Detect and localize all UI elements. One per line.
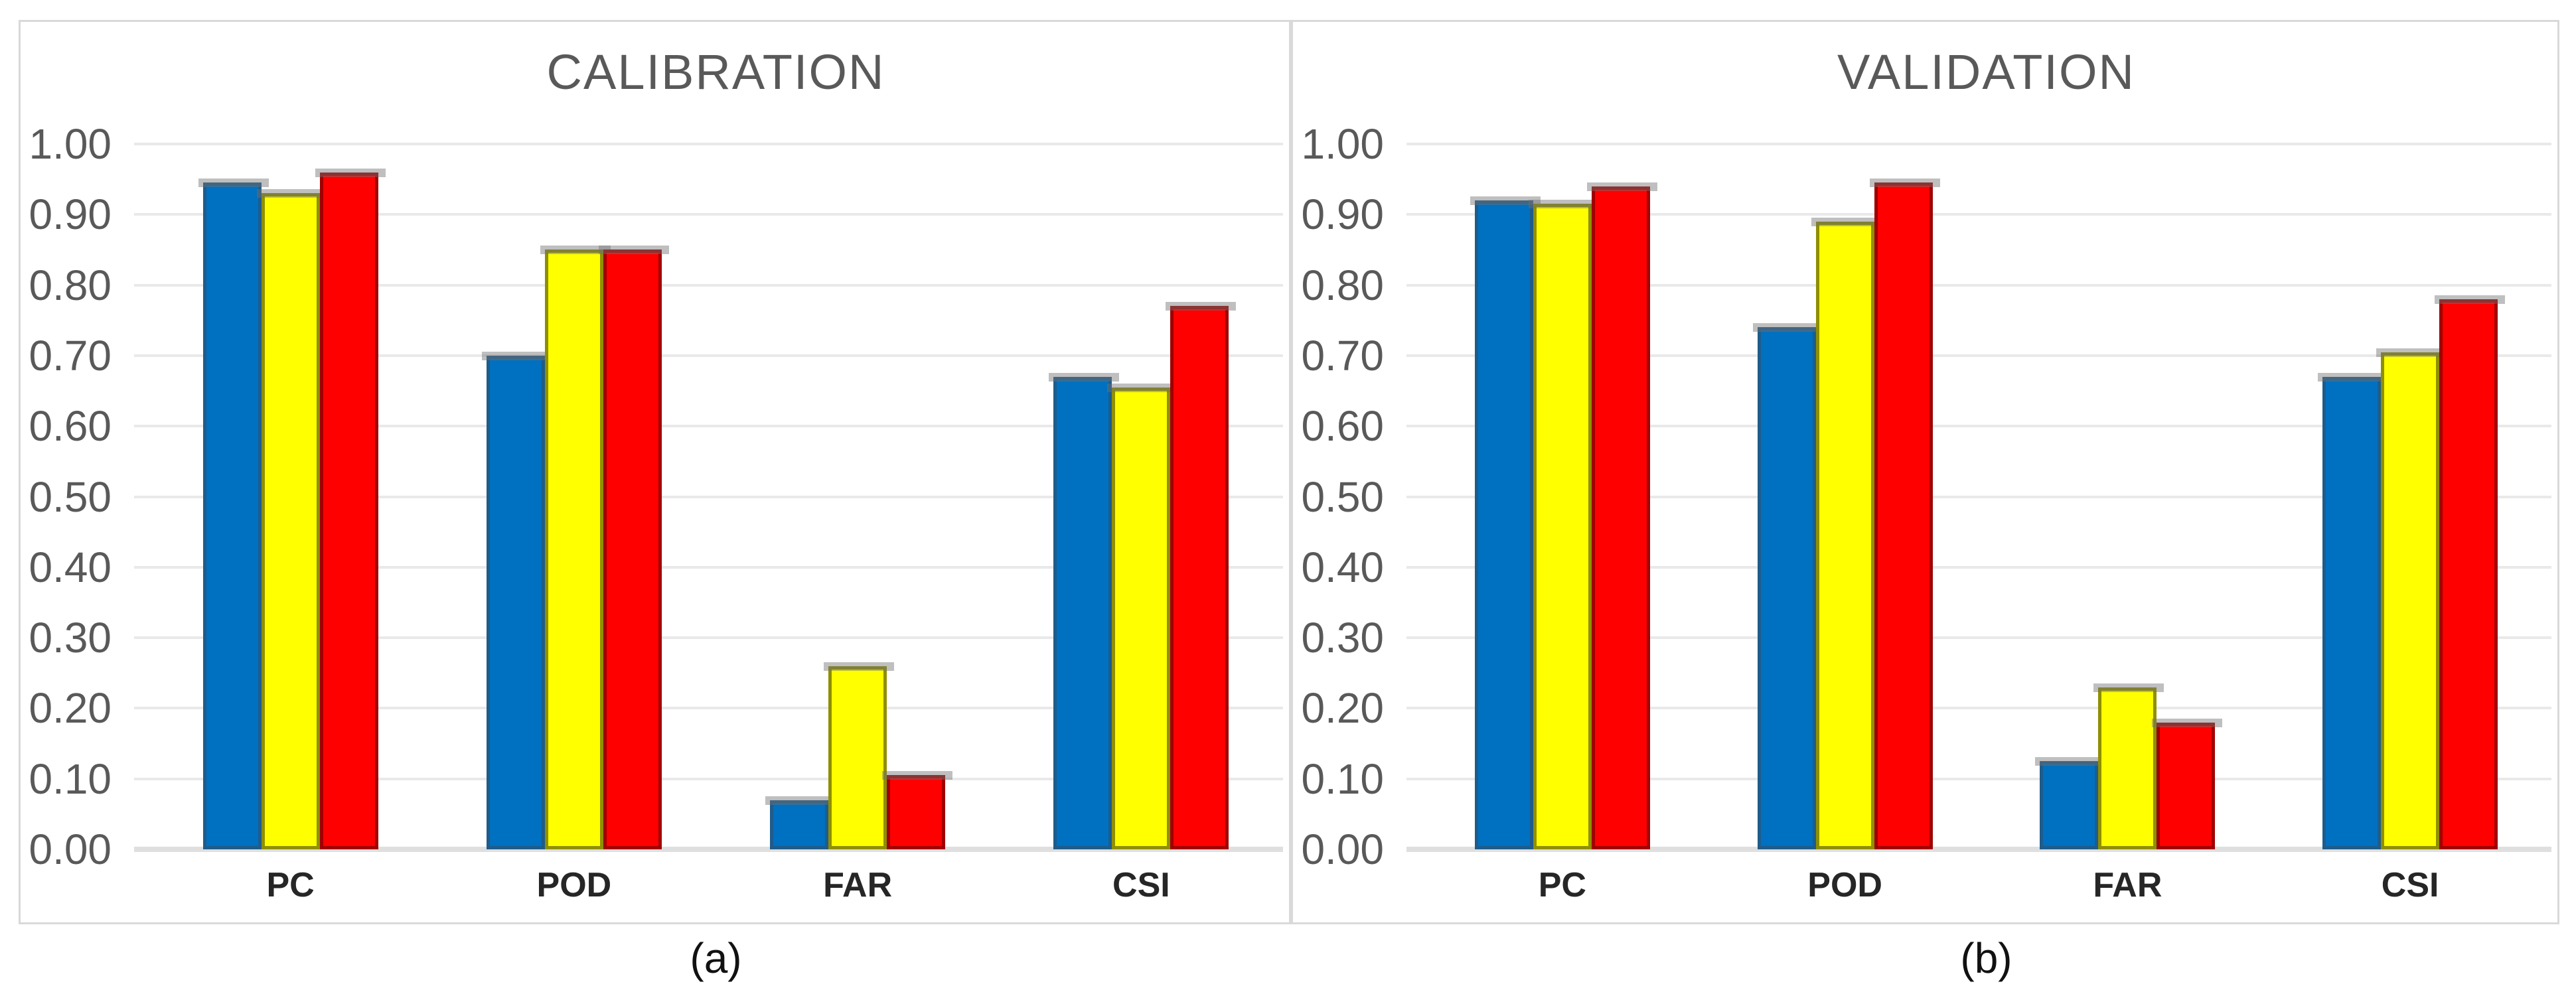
bar-yellow-pod xyxy=(540,246,611,849)
y-axis-tick-label: 0.80 xyxy=(29,261,112,309)
bar-blue-far xyxy=(2035,757,2105,849)
y-axis-tick-label: 1.00 xyxy=(1301,120,1384,168)
bar-blue-pod xyxy=(1753,323,1823,849)
y-gridline xyxy=(1406,565,2551,569)
bar-yellow-csi xyxy=(2376,348,2447,849)
y-axis-tick-label: 1.00 xyxy=(29,120,112,168)
x-axis-baseline xyxy=(1406,847,2551,852)
y-axis-tick-label: 0.00 xyxy=(29,825,112,873)
y-axis-tick-label: 0.50 xyxy=(1301,472,1384,521)
y-axis-tick-label: 0.80 xyxy=(1301,261,1384,309)
bar-red-csi xyxy=(1166,302,1236,849)
y-gridline xyxy=(1406,143,2551,145)
y-axis-tick-label: 0.20 xyxy=(29,684,112,733)
bar-red-pc xyxy=(315,169,386,849)
y-axis-tick-label: 0.90 xyxy=(29,190,112,239)
y-axis-tick-label: 0.60 xyxy=(1301,402,1384,451)
bar-red-pod xyxy=(599,246,669,849)
y-gridline xyxy=(1406,283,2551,287)
y-axis-tick-label: 0.90 xyxy=(1301,190,1384,239)
bar-blue-pc xyxy=(1470,196,1541,849)
x-axis-category-label-csi: CSI xyxy=(2381,866,2439,904)
y-gridline xyxy=(134,707,1283,710)
y-axis-tick-label: 0.70 xyxy=(1301,331,1384,380)
bar-red-csi xyxy=(2435,295,2505,849)
y-gridline xyxy=(134,495,1283,498)
y-gridline xyxy=(1406,707,2551,710)
x-axis-category-label-far: FAR xyxy=(823,866,893,904)
y-gridline xyxy=(134,213,1283,216)
y-gridline xyxy=(134,143,1283,145)
y-axis-tick-label: 0.10 xyxy=(29,754,112,803)
x-axis-baseline xyxy=(134,847,1283,852)
y-axis-tick-label: 0.20 xyxy=(1301,684,1384,733)
y-axis-tick-label: 0.50 xyxy=(29,472,112,521)
y-axis-tick-label: 0.30 xyxy=(1301,614,1384,662)
y-gridline xyxy=(1406,354,2551,357)
bar-yellow-pc xyxy=(1529,200,1599,849)
bar-blue-far xyxy=(765,796,836,849)
x-axis-category-label-pod: POD xyxy=(536,866,612,904)
x-axis-category-label-pod: POD xyxy=(1807,866,1882,904)
y-axis-tick-label: 0.30 xyxy=(29,614,112,662)
y-axis-tick-label: 0.40 xyxy=(29,543,112,591)
bar-red-pc xyxy=(1587,182,1657,849)
x-axis-category-label-pc: PC xyxy=(266,866,315,904)
bar-blue-pc xyxy=(198,178,269,849)
y-gridline xyxy=(134,636,1283,640)
y-gridline xyxy=(134,565,1283,569)
y-axis-tick-label: 0.10 xyxy=(1301,754,1384,803)
bar-blue-csi xyxy=(1049,373,1119,849)
bar-red-far xyxy=(882,771,952,849)
bar-yellow-far xyxy=(2093,683,2164,849)
y-gridline xyxy=(1406,213,2551,216)
panel-title-calibration: CALIBRATION xyxy=(546,44,885,100)
y-axis-tick-label: 0.60 xyxy=(29,402,112,451)
panel-title-validation: VALIDATION xyxy=(1837,44,2135,100)
x-axis-category-label-pc: PC xyxy=(1538,866,1586,904)
subfigure-caption-a: (a) xyxy=(690,934,742,982)
x-axis-category-label-far: FAR xyxy=(2093,866,2162,904)
y-gridline xyxy=(134,283,1283,287)
bar-yellow-far xyxy=(824,662,894,849)
y-axis-tick-label: 0.70 xyxy=(29,331,112,380)
y-gridline xyxy=(134,425,1283,428)
y-axis-tick-label: 0.40 xyxy=(1301,543,1384,591)
bar-blue-pod xyxy=(482,352,552,849)
y-gridline xyxy=(1406,425,2551,428)
bar-yellow-pod xyxy=(1811,218,1882,849)
bar-yellow-pc xyxy=(257,189,327,849)
y-gridline xyxy=(1406,495,2551,498)
subfigure-caption-b: (b) xyxy=(1960,934,2012,982)
bar-yellow-csi xyxy=(1107,384,1177,849)
x-axis-category-label-csi: CSI xyxy=(1112,866,1170,904)
y-gridline xyxy=(134,354,1283,357)
bar-red-pod xyxy=(1870,178,1940,849)
y-gridline xyxy=(1406,777,2551,780)
bar-red-far xyxy=(2152,719,2222,849)
y-gridline xyxy=(1406,636,2551,640)
bar-blue-csi xyxy=(2318,373,2388,849)
y-gridline xyxy=(134,777,1283,780)
y-axis-tick-label: 0.00 xyxy=(1301,825,1384,873)
